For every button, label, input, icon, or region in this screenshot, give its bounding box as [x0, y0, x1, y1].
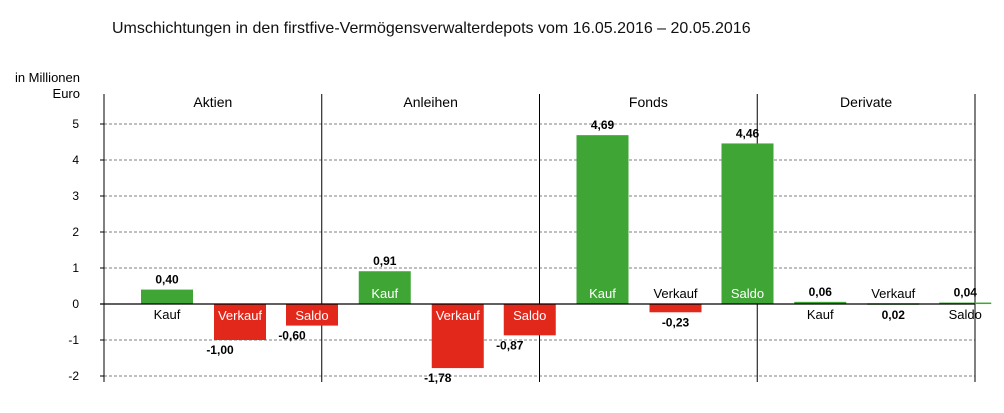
value-label: 0,04: [954, 286, 978, 300]
bar: [431, 304, 484, 369]
y-tick-label: 5: [72, 117, 79, 131]
value-label: -1,78: [424, 371, 452, 385]
value-label: 0,02: [882, 308, 906, 322]
category-label: Verkauf: [218, 308, 262, 323]
category-label: Kauf: [371, 286, 398, 301]
bar: [649, 304, 702, 313]
y-tick-label: 4: [72, 153, 79, 167]
group-header: Fonds: [629, 94, 668, 110]
bar: [721, 143, 774, 304]
value-label: 0,40: [155, 273, 179, 287]
category-label: Kauf: [807, 307, 834, 322]
category-label: Verkauf: [871, 286, 915, 301]
bar: [576, 135, 629, 304]
value-label: -0,87: [496, 338, 524, 352]
category-label: Saldo: [513, 308, 546, 323]
y-axis-label-line-1: in Millionen: [14, 70, 80, 85]
value-label: 0,91: [373, 254, 397, 268]
category-label: Saldo: [949, 307, 982, 322]
value-label: -1,00: [206, 343, 234, 357]
value-label: -0,60: [278, 329, 306, 343]
y-tick-label: 2: [72, 225, 79, 239]
category-label: Verkauf: [653, 286, 697, 301]
y-axis-label: in Millionen Euro: [4, 70, 80, 102]
category-label: Kauf: [154, 307, 181, 322]
y-tick-label: -1: [68, 333, 79, 347]
bar: [939, 302, 992, 305]
y-axis-label-line-2: Euro: [52, 86, 80, 101]
y-tick-label: -2: [68, 369, 79, 383]
value-label: -0,23: [662, 315, 690, 329]
group-header: Anleihen: [403, 94, 458, 110]
bar: [794, 301, 847, 304]
category-label: Verkauf: [436, 308, 480, 323]
chart-title: Umschichtungen in den firstfive-Vermögen…: [112, 20, 751, 37]
value-label: 4,46: [736, 126, 760, 140]
value-label: 0,06: [809, 285, 833, 299]
group-header: Derivate: [840, 94, 892, 110]
category-label: Saldo: [295, 308, 328, 323]
group-header: Aktien: [193, 94, 232, 110]
y-tick-label: 3: [72, 189, 79, 203]
y-tick-label: 0: [72, 297, 79, 311]
y-tick-label: 1: [72, 261, 79, 275]
bar: [358, 271, 411, 304]
category-label: Saldo: [731, 286, 764, 301]
bar: [141, 289, 193, 304]
bar: [214, 304, 266, 340]
value-label: 4,69: [591, 118, 615, 132]
bar: [286, 304, 338, 326]
bar: [503, 304, 556, 336]
category-label: Kauf: [589, 286, 616, 301]
